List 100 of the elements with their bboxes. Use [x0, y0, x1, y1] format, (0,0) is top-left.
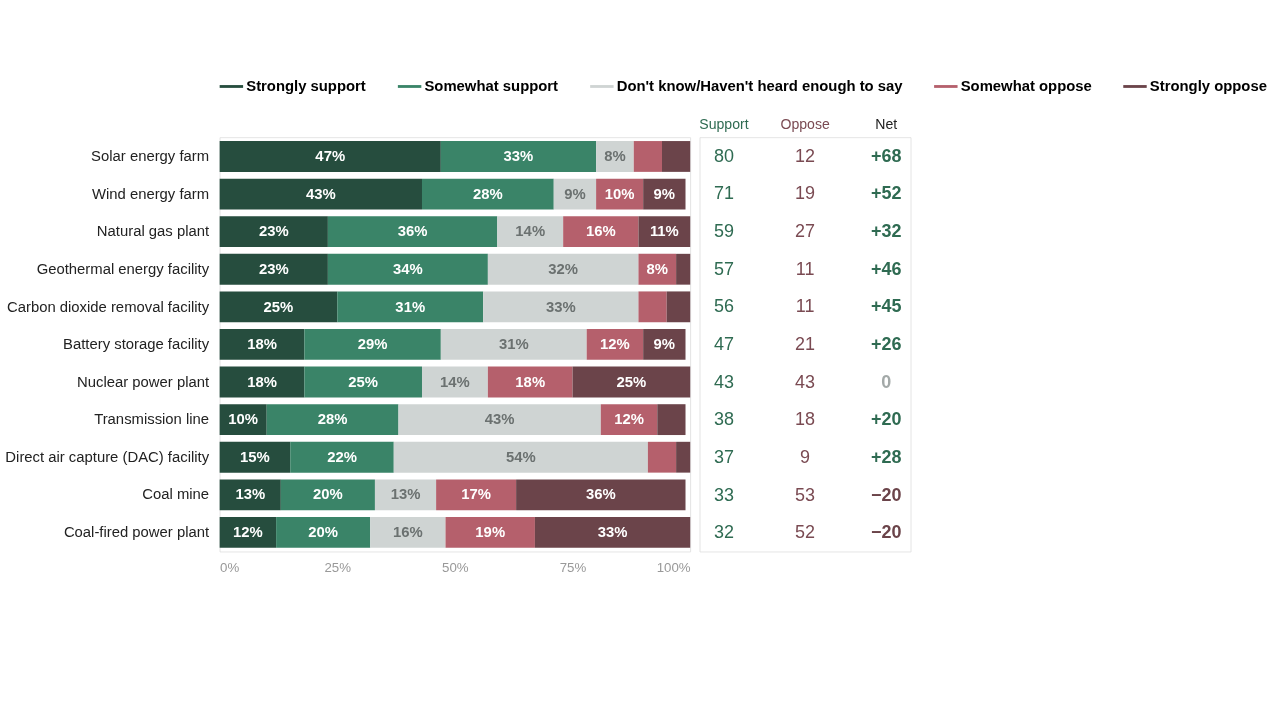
legend-label: Strongly oppose — [1149, 78, 1267, 95]
text: 9 — [800, 446, 811, 467]
data-label: 43% — [484, 411, 515, 428]
data-label: 25% — [348, 373, 379, 390]
data-label: 16% — [393, 524, 423, 541]
text: 56 — [713, 296, 734, 317]
y-tick-label: Wind energy farm — [91, 185, 210, 202]
data-label: 28% — [317, 411, 348, 428]
data-label: 54% — [505, 448, 536, 465]
text: +68 — [871, 145, 902, 166]
data-label: 14% — [440, 373, 470, 390]
data-label: 12% — [600, 336, 630, 353]
data-label: 9% — [653, 336, 676, 353]
data-label: 8% — [604, 148, 626, 165]
x-tick-label: 75% — [559, 559, 587, 575]
data-label: 47% — [315, 148, 346, 165]
data-label: 23% — [258, 260, 289, 277]
text: 21 — [795, 333, 816, 354]
data-label: 32% — [548, 260, 579, 277]
text: 18 — [795, 409, 816, 430]
data-label: 8% — [646, 260, 669, 277]
data-label: 12% — [233, 524, 263, 541]
text: 59 — [713, 220, 734, 241]
data-label: 34% — [393, 260, 423, 277]
y-tick-label: Coal mine — [142, 486, 210, 503]
data-label: 29% — [357, 336, 388, 353]
data-label: 12% — [614, 411, 644, 428]
legend-label: Somewhat support — [424, 78, 559, 95]
y-tick-label: Carbon dioxide removal facility — [6, 298, 210, 315]
data-label: 20% — [308, 524, 339, 541]
text: 43 — [713, 371, 734, 392]
data-label: 15% — [240, 448, 270, 465]
x-tick-label: 25% — [324, 559, 352, 575]
data-label: 20% — [313, 486, 343, 503]
data-label: 9% — [653, 185, 676, 202]
y-tick-label: Nuclear power plant — [77, 373, 210, 390]
text: Oppose — [780, 116, 830, 133]
text: +20 — [871, 409, 902, 430]
data-label: 43% — [305, 185, 336, 202]
text: −20 — [871, 484, 902, 505]
y-tick-label: Solar energy farm — [91, 148, 210, 165]
data-label: 28% — [473, 185, 503, 202]
text: +26 — [871, 333, 902, 354]
text: +46 — [871, 258, 902, 279]
text: 11 — [795, 258, 815, 279]
data-label: 23% — [258, 223, 289, 240]
text: 19 — [795, 183, 816, 204]
text: 32 — [713, 522, 734, 543]
text: +52 — [871, 183, 902, 204]
data-label: 13% — [390, 486, 421, 503]
text: 11 — [795, 296, 815, 317]
text: 47 — [713, 333, 734, 354]
x-tick-label: 50% — [442, 559, 469, 575]
legend-label: Don't know/Haven't heard enough to say — [616, 78, 904, 95]
text: 38 — [713, 409, 734, 430]
data-label: 22% — [327, 448, 357, 465]
data-label: 19% — [475, 524, 506, 541]
data-label: 13% — [235, 486, 266, 503]
text: Net — [875, 116, 898, 133]
text: +32 — [871, 220, 902, 241]
data-label: 33% — [545, 298, 576, 315]
data-label: 14% — [515, 223, 546, 240]
data-label: 16% — [585, 223, 616, 240]
text: +28 — [871, 446, 902, 467]
y-tick-label: Natural gas plant — [96, 223, 210, 240]
data-label: 10% — [604, 185, 635, 202]
text: 71 — [713, 183, 734, 204]
text: 53 — [795, 484, 816, 505]
y-tick-label: Battery storage facility — [63, 336, 210, 353]
text: 43 — [795, 371, 816, 392]
data-label: 18% — [247, 373, 277, 390]
text: 57 — [713, 258, 734, 279]
data-label: 36% — [397, 223, 428, 240]
data-label: 31% — [395, 298, 426, 315]
x-tick-label: 0% — [220, 559, 240, 575]
text: 52 — [795, 522, 816, 543]
y-tick-label: Direct air capture (DAC) facility — [5, 448, 210, 465]
data-label: 33% — [503, 148, 534, 165]
text: −20 — [871, 522, 902, 543]
text: Support — [699, 116, 749, 133]
y-tick-label: Coal-fired power plant — [63, 524, 210, 541]
text: 80 — [713, 145, 734, 166]
data-label: 9% — [564, 185, 586, 202]
text: 33 — [713, 484, 734, 505]
text: +45 — [871, 296, 902, 317]
data-label: 10% — [228, 411, 259, 428]
text: 12 — [795, 145, 816, 166]
x-tick-label: 100% — [656, 559, 691, 575]
y-tick-label: Geothermal energy facility — [36, 260, 210, 277]
data-label: 18% — [515, 373, 546, 390]
text: 27 — [795, 220, 816, 241]
data-label: 25% — [616, 373, 647, 390]
data-label: 36% — [585, 486, 616, 503]
text: 37 — [713, 446, 734, 467]
legend-label: Somewhat oppose — [960, 78, 1092, 95]
data-label: 25% — [263, 298, 294, 315]
y-tick-label: Transmission line — [94, 411, 210, 428]
data-label: 18% — [247, 336, 277, 353]
data-label: 31% — [498, 336, 529, 353]
data-label: 33% — [597, 524, 628, 541]
